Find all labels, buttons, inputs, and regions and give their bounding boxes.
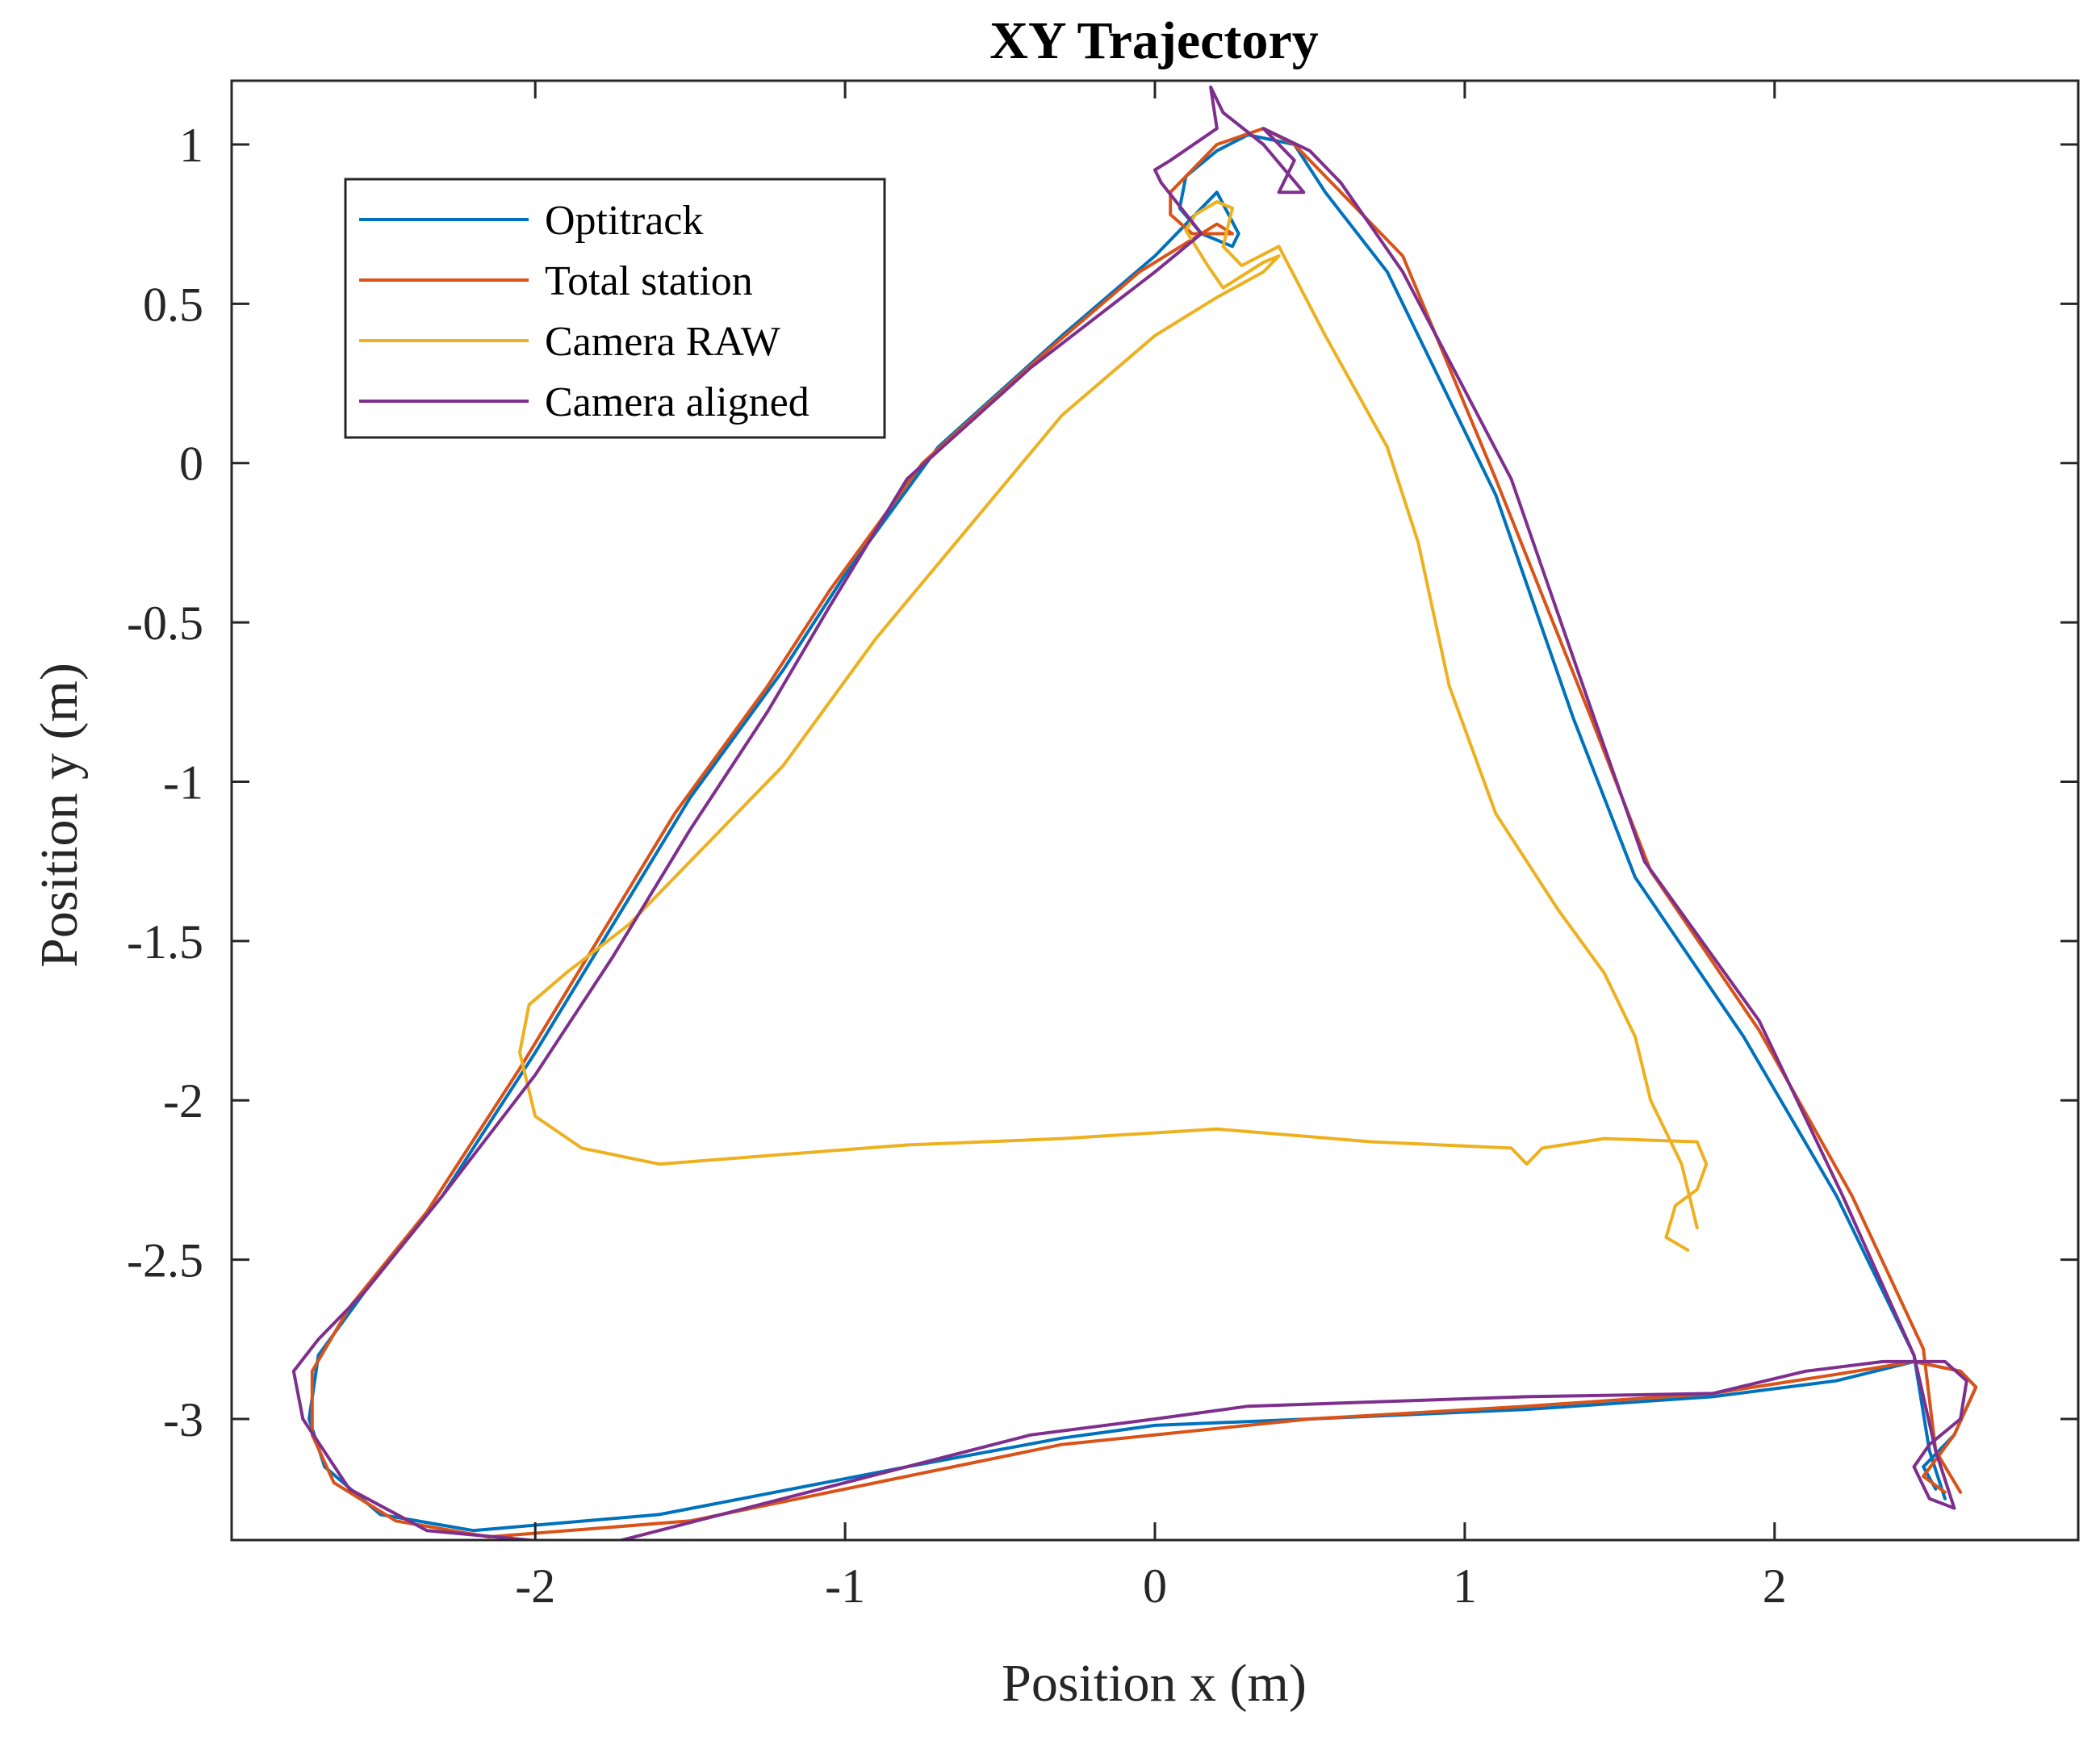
y-tick-label: -0.5	[127, 596, 203, 650]
legend-box	[344, 178, 886, 439]
x-tick-label: -2	[515, 1559, 555, 1613]
series-layer	[291, 85, 1978, 1540]
chart-title: XY Trajectory	[989, 11, 1318, 70]
y-tick-label: -1	[163, 755, 203, 809]
legend-label-3: Camera RAW	[545, 319, 780, 365]
y-tick-label: -3	[163, 1393, 203, 1446]
plot-area-frame	[230, 79, 2080, 1542]
y-tick-label: -2.5	[127, 1234, 203, 1287]
series-line-1	[307, 133, 1978, 1533]
y-axis-label: Position y (m)	[30, 663, 89, 968]
x-axis-label: Position x (m)	[1002, 1654, 1307, 1713]
series-line-3	[518, 200, 1709, 1252]
x-tick-label: 2	[1763, 1559, 1787, 1613]
y-tick-label: 0	[179, 437, 203, 491]
y-tick-label: 0.5	[143, 278, 203, 331]
legend: Optitrack Total station Camera RAW Camera a…	[344, 178, 886, 439]
tick-layer: -2 -1 0 1 2 1 0.5 0 -0.5 -1 -1.5 -2 -2.5 -3	[127, 81, 2078, 1613]
legend-label-1: Optitrack	[545, 198, 703, 244]
y-tick-label: -2	[163, 1074, 203, 1128]
x-tick-label: 1	[1453, 1559, 1477, 1613]
y-tick-label: 1	[179, 119, 203, 172]
legend-label-4: Camera aligned	[545, 379, 809, 425]
y-tick-label: -1.5	[127, 915, 203, 969]
series-line-4	[291, 85, 1968, 1540]
x-tick-label: -1	[825, 1559, 865, 1613]
x-tick-label: 0	[1143, 1559, 1167, 1613]
legend-label-2: Total station	[545, 258, 753, 304]
